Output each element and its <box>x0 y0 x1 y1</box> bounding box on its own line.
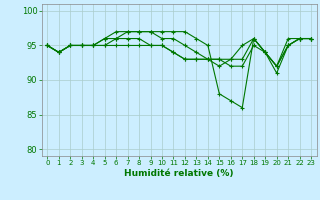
X-axis label: Humidité relative (%): Humidité relative (%) <box>124 169 234 178</box>
